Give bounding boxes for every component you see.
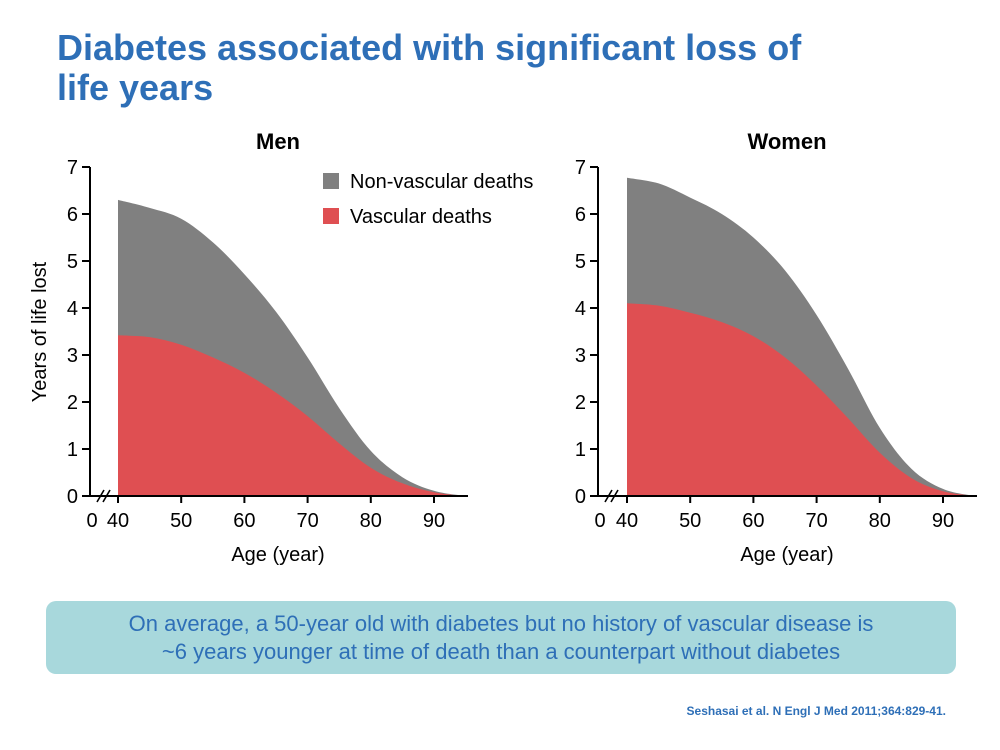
title-line-1: Diabetes associated with significant los… — [57, 27, 802, 68]
chart2-y-tick-label: 3 — [575, 345, 586, 367]
chart1-panel-title: Men — [256, 129, 300, 154]
chart2-x-tick-label: 60 — [742, 510, 764, 532]
chart1-y-tick-label: 6 — [67, 204, 78, 226]
chart1-x-tick-label: 0 — [86, 510, 97, 532]
chart2-axis-break-mark — [604, 489, 613, 503]
chart1-y-tick-label: 7 — [67, 157, 78, 179]
chart2-x-tick-label: 90 — [932, 510, 954, 532]
chart1-axis-break-mark — [96, 489, 105, 503]
chart1-x-tick-label: 60 — [233, 510, 255, 532]
chart1-y-tick-label: 3 — [67, 345, 78, 367]
chart1-x-tick-label: 80 — [360, 510, 382, 532]
legend-label-1: Non-vascular deaths — [350, 171, 533, 193]
slide-title: Diabetes associated with significant los… — [57, 28, 957, 108]
chart1-y-tick-label: 1 — [67, 439, 78, 461]
chart2-y-tick-label: 5 — [575, 251, 586, 273]
title-line-2: life years — [57, 67, 214, 108]
legend-label-2: Vascular deaths — [350, 206, 492, 228]
chart2-x-axis-label: Age (year) — [740, 544, 833, 566]
chart2-y-tick-label: 7 — [575, 157, 586, 179]
chart2-x-tick-label: 70 — [805, 510, 827, 532]
chart1-x-tick-label: 90 — [423, 510, 445, 532]
chart1-x-tick-label: 40 — [107, 510, 129, 532]
chart1-y-tick-label: 4 — [67, 298, 78, 320]
chart1-vascular-area — [118, 335, 466, 496]
chart2-y-tick-label: 1 — [575, 439, 586, 461]
chart1-y-tick-label: 0 — [67, 486, 78, 508]
chart2-x-tick-label: 0 — [594, 510, 605, 532]
chart1-axis-break-mark — [102, 489, 111, 503]
chart1-y-tick-label: 2 — [67, 392, 78, 414]
callout-box: On average, a 50-year old with diabetes … — [46, 601, 956, 674]
chart2-x-tick-label: 80 — [869, 510, 891, 532]
chart2-y-tick-label: 4 — [575, 298, 586, 320]
chart2-x-tick-label: 40 — [616, 510, 638, 532]
chart1-x-tick-label: 50 — [170, 510, 192, 532]
chart2-y-tick-label: 2 — [575, 392, 586, 414]
legend-swatch-2 — [323, 208, 339, 224]
chart1-y-axis-label: Years of life lost — [29, 261, 51, 402]
callout-line-1: On average, a 50-year old with diabetes … — [128, 611, 874, 636]
chart2-panel-title: Women — [747, 129, 826, 154]
citation: Seshasai et al. N Engl J Med 2011;364:82… — [686, 704, 946, 718]
chart2-x-tick-label: 50 — [679, 510, 701, 532]
legend-swatch-1 — [323, 173, 339, 189]
chart2-y-tick-label: 0 — [575, 486, 586, 508]
chart1-y-tick-label: 5 — [67, 251, 78, 273]
chart1-x-axis-label: Age (year) — [231, 544, 324, 566]
chart1-x-tick-label: 70 — [296, 510, 318, 532]
callout-line-2: ~6 years younger at time of death than a… — [161, 639, 841, 664]
chart2-y-tick-label: 6 — [575, 204, 586, 226]
chart2-vascular-area — [627, 303, 975, 496]
chart2-axis-break-mark — [610, 489, 619, 503]
